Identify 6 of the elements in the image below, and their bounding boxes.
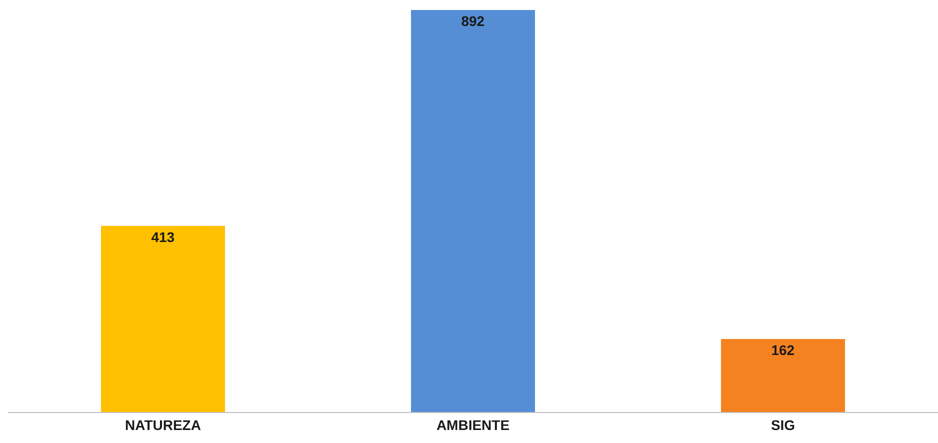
data-label: 892	[461, 13, 485, 29]
x-tick-label: AMBIENTE	[436, 416, 510, 433]
x-tick-label: SIG	[770, 416, 796, 433]
data-label: 413	[151, 228, 175, 245]
data-label: 162	[771, 342, 795, 358]
x-tick-label: NATUREZA	[125, 416, 201, 433]
